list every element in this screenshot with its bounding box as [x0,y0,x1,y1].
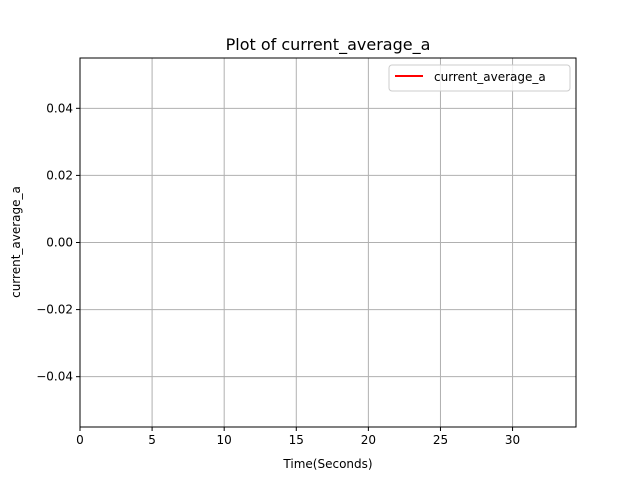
x-tick-label: 10 [217,433,232,447]
x-axis-ticks: 0 5 10 15 20 25 30 [76,427,520,447]
y-tick-label: 0.02 [46,168,73,182]
legend-label: current_average_a [434,70,546,84]
y-tick-label: 0.04 [46,101,73,115]
grid [79,58,576,427]
y-axis-ticks: −0.04 −0.02 0.00 0.02 0.04 [36,101,80,384]
x-tick-label: 15 [289,433,304,447]
x-tick-label: 30 [505,433,520,447]
x-tick-label: 0 [76,433,84,447]
y-tick-label: −0.02 [36,303,73,317]
x-tick-label: 25 [433,433,448,447]
x-tick-label: 5 [148,433,156,447]
x-tick-label: 20 [361,433,376,447]
legend: current_average_a [388,64,571,92]
x-axis-label: Time(Seconds) [282,457,372,471]
legend-box [388,64,571,92]
y-tick-label: −0.04 [36,370,73,384]
y-tick-label: 0.00 [46,236,73,250]
y-axis-label: current_average_a [9,186,23,298]
chart-title: Plot of current_average_a [226,35,431,55]
